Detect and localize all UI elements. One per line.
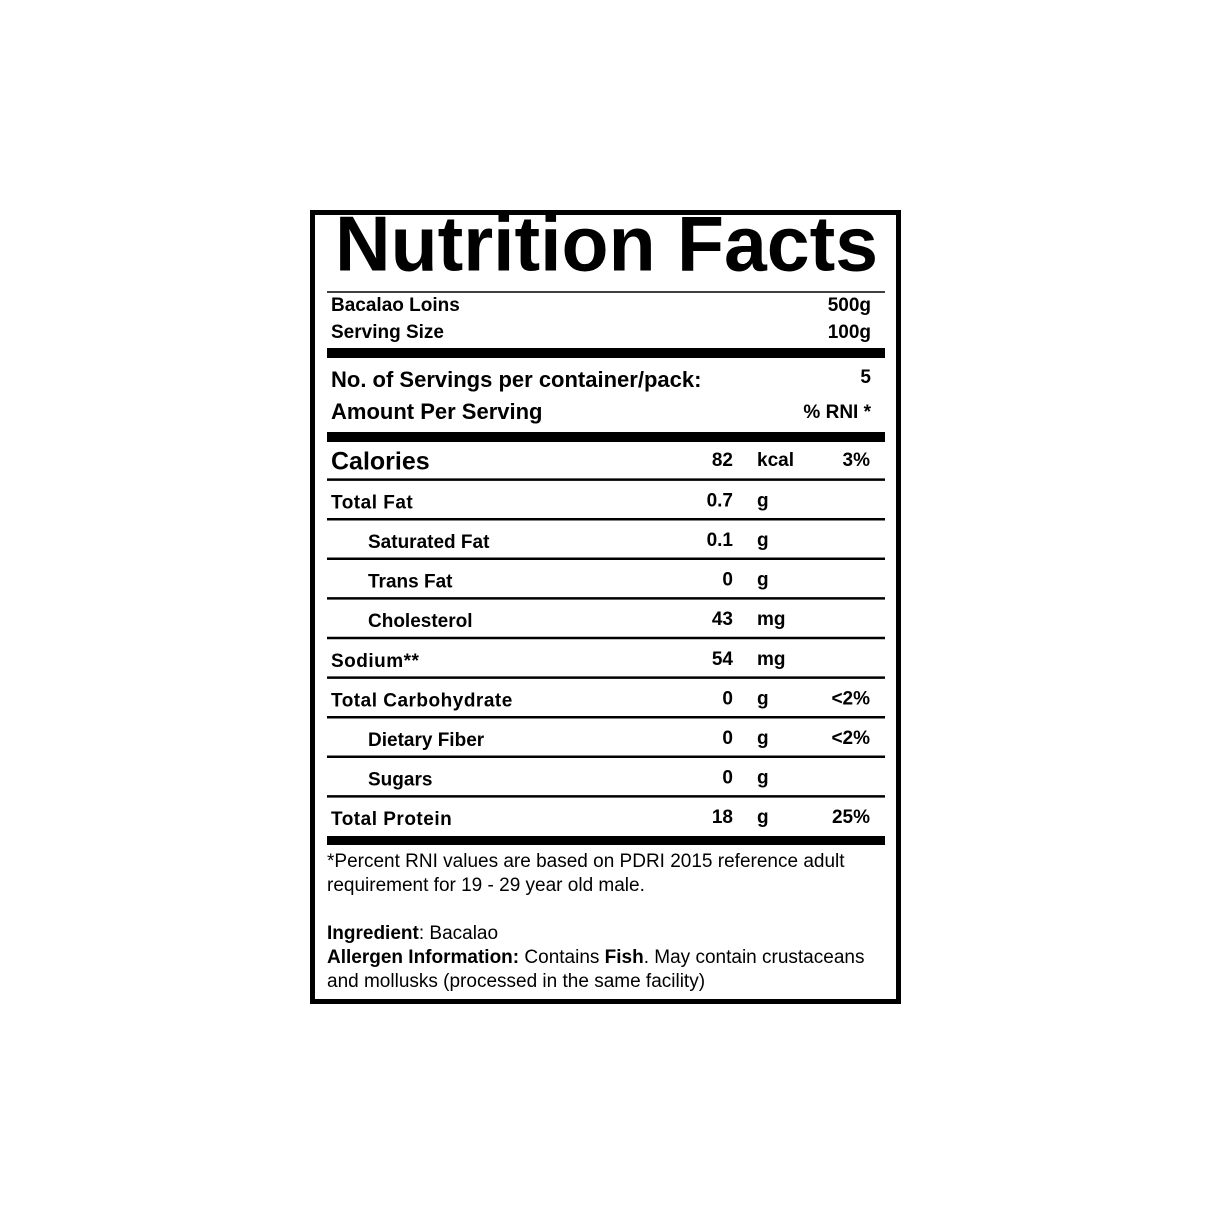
nutrient-unit: g <box>757 768 769 789</box>
nutrient-amount: 0 <box>722 728 733 749</box>
nutrient-name: Trans Fat <box>368 572 453 593</box>
nutrient-unit: g <box>757 530 769 551</box>
nutrient-amount: 54 <box>712 649 734 670</box>
nutrient-unit: mg <box>757 649 786 670</box>
thick-bar <box>327 348 885 358</box>
thick-bar <box>327 836 885 845</box>
nutrient-amount: 0 <box>722 570 733 591</box>
serving-size-value: 100g <box>828 322 871 343</box>
nutrient-rni: 3% <box>843 450 871 471</box>
nutrient-unit: g <box>757 570 769 591</box>
ingredient-text: : Bacalao <box>419 923 498 944</box>
ingredient: Ingredient: Bacalao <box>327 923 498 944</box>
nutrient-amount: 0.1 <box>707 530 734 551</box>
nutrient-amount: 43 <box>712 609 733 630</box>
nutrient-amount: 0 <box>722 768 733 789</box>
allergen-text: and mollusks (processed in the same faci… <box>327 971 705 992</box>
nutrient-unit: g <box>757 728 769 749</box>
nutrient-unit: g <box>757 807 769 828</box>
footnote-line: requirement for 19 - 29 year old male. <box>327 875 645 896</box>
servings-label: No. of Servings per container/pack: <box>331 367 701 392</box>
ingredient-label: Ingredient <box>327 923 420 944</box>
nutrient-amount: 0.7 <box>707 490 733 511</box>
product-name: Bacalao Loins <box>331 295 460 316</box>
nutrient-name: Dietary Fiber <box>368 730 485 751</box>
nutrient-name: Sodium** <box>331 651 420 672</box>
nutrient-unit: g <box>757 490 769 511</box>
servings-value: 5 <box>860 367 871 388</box>
nutrient-unit: g <box>757 688 769 709</box>
nutrient-unit: kcal <box>757 450 794 471</box>
net-weight: 500g <box>828 295 871 316</box>
nutrient-amount: 82 <box>712 450 733 471</box>
nutrient-rni: 25% <box>832 807 870 828</box>
rni-header: % RNI * <box>803 402 871 423</box>
nutrient-name: Total Carbohydrate <box>331 690 513 711</box>
amount-header: Amount Per Serving <box>331 399 542 424</box>
footnote-line: *Percent RNI values are based on PDRI 20… <box>327 851 845 872</box>
nutrient-name: Saturated Fat <box>368 532 490 553</box>
nutrient-amount: 18 <box>712 807 733 828</box>
allergen-text: . May contain crustaceans <box>644 947 865 968</box>
nutrient-name: Sugars <box>368 770 432 791</box>
thick-bar <box>327 432 885 442</box>
allergen-name: Fish <box>605 947 644 968</box>
nutrient-rows: Calories 82 kcal 3% Total Fat 0.7 g Saturated F… <box>327 447 885 830</box>
allergen-text: Contains <box>519 947 605 968</box>
nutrient-name: Total Protein <box>331 809 452 830</box>
nutrient-rni: <2% <box>831 728 870 749</box>
nutrient-name: Cholesterol <box>368 611 473 632</box>
title: Nutrition Facts <box>335 200 878 288</box>
label-border <box>310 210 901 1004</box>
allergen: Allergen Information: Contains Fish. May… <box>327 947 864 968</box>
nutrient-name: Total Fat <box>331 492 413 513</box>
nutrient-unit: mg <box>757 609 786 630</box>
nutrient-name: Calories <box>331 447 430 475</box>
nutrient-rni: <2% <box>831 688 870 709</box>
allergen-label: Allergen Information: <box>327 947 519 968</box>
serving-size-label: Serving Size <box>331 322 444 343</box>
nutrient-amount: 0 <box>722 688 733 709</box>
